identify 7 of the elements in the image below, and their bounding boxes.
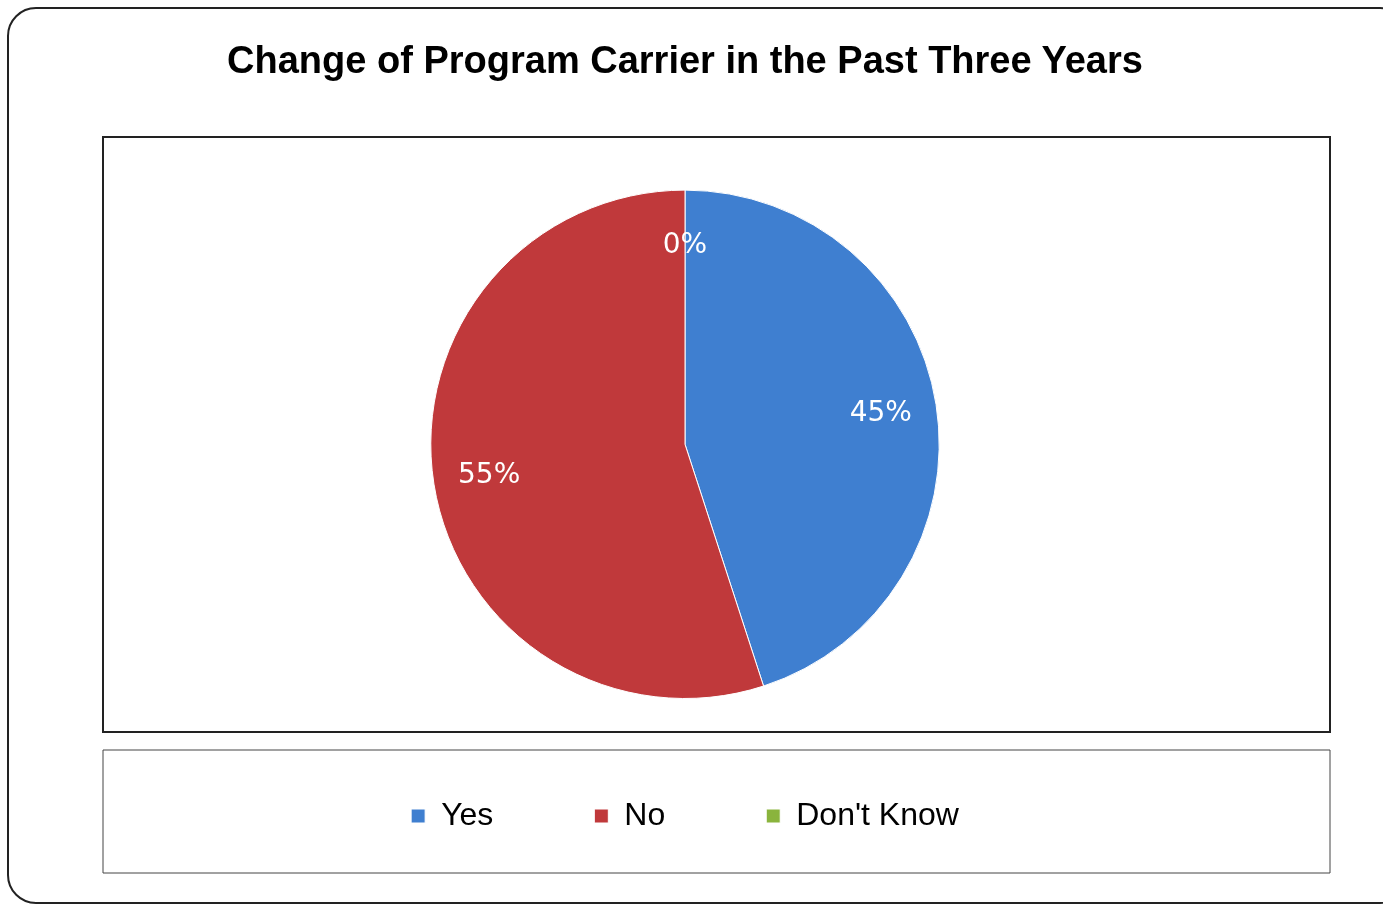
chart-title: Change of Program Carrier in the Past Three Years <box>227 39 1143 82</box>
legend-label: No <box>624 795 666 832</box>
data-label: 45% <box>849 394 912 428</box>
text: 0% <box>662 227 708 261</box>
data-label: 55% <box>458 456 521 490</box>
legend-label: Yes <box>441 795 494 832</box>
legend-label: Don't Know <box>796 795 960 832</box>
